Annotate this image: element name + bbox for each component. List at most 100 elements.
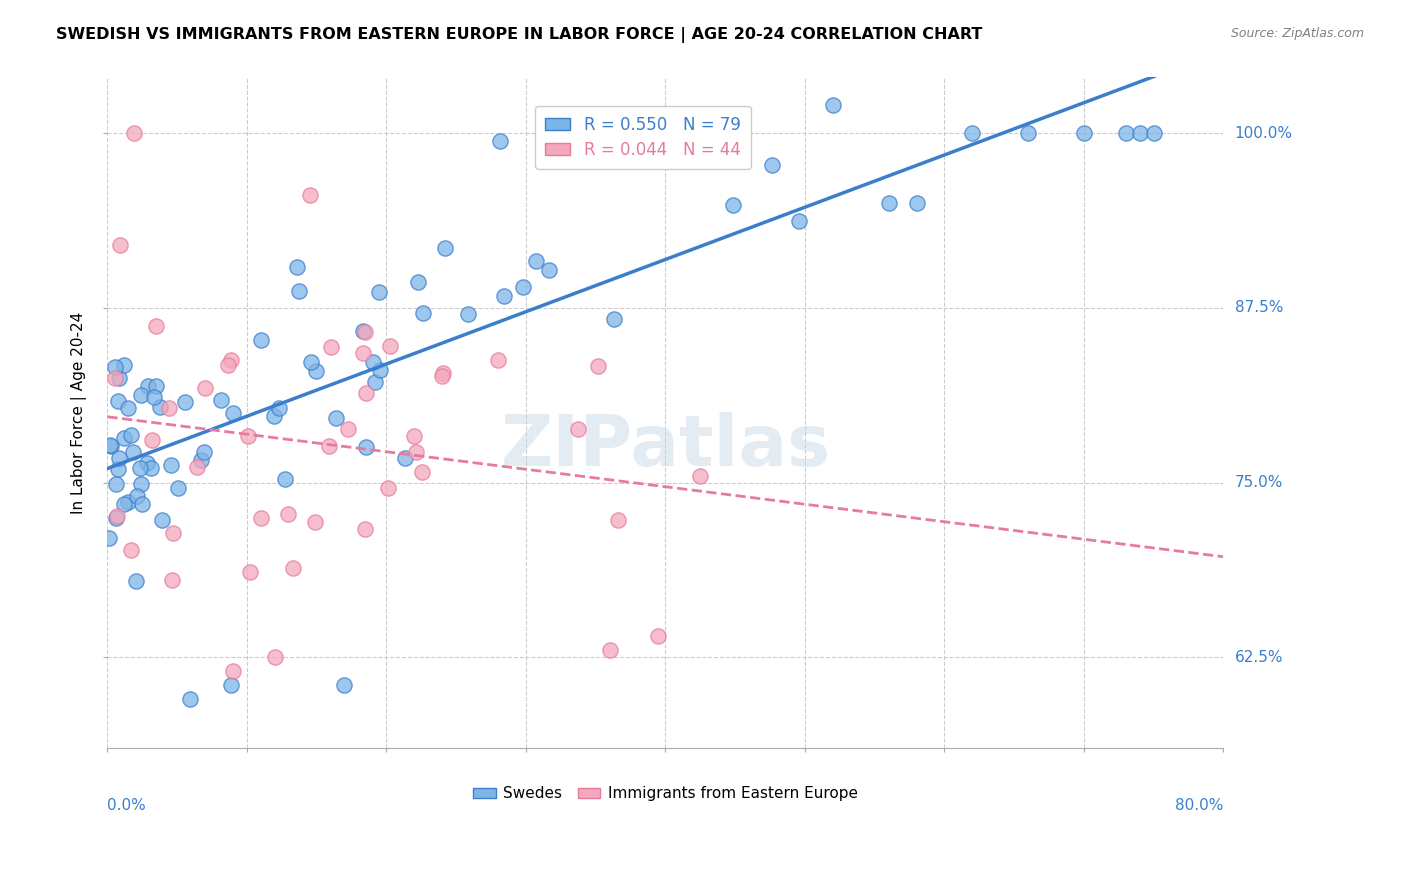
Swedes <box>121 445 143 459</box>
Swedes <box>150 513 173 527</box>
Swedes <box>962 126 984 140</box>
Immigrants from Eastern Europe <box>354 325 377 339</box>
Swedes <box>299 355 322 369</box>
Immigrants from Eastern Europe <box>186 460 208 475</box>
Immigrants from Eastern Europe <box>124 126 146 140</box>
Immigrants from Eastern Europe <box>239 565 262 579</box>
Swedes <box>1143 126 1166 140</box>
Swedes <box>524 254 547 268</box>
Immigrants from Eastern Europe <box>606 513 628 527</box>
Swedes <box>174 395 197 409</box>
Swedes <box>121 428 143 442</box>
Text: Source: ZipAtlas.com: Source: ZipAtlas.com <box>1230 27 1364 40</box>
Immigrants from Eastern Europe <box>319 340 342 354</box>
Swedes <box>361 355 384 369</box>
Immigrants from Eastern Europe <box>486 352 509 367</box>
Immigrants from Eastern Europe <box>318 439 340 453</box>
Swedes <box>332 678 354 692</box>
Swedes <box>219 678 242 692</box>
Swedes <box>166 482 188 496</box>
Swedes <box>105 510 128 524</box>
Text: 87.5%: 87.5% <box>1234 301 1282 316</box>
Immigrants from Eastern Europe <box>432 366 454 380</box>
Immigrants from Eastern Europe <box>120 542 142 557</box>
Swedes <box>179 692 201 706</box>
Immigrants from Eastern Europe <box>162 525 184 540</box>
Swedes <box>602 312 624 326</box>
Legend: Swedes, Immigrants from Eastern Europe: Swedes, Immigrants from Eastern Europe <box>467 780 865 807</box>
Immigrants from Eastern Europe <box>411 465 433 479</box>
Immigrants from Eastern Europe <box>586 359 609 374</box>
Swedes <box>325 411 347 425</box>
Swedes <box>117 401 139 415</box>
Immigrants from Eastern Europe <box>304 515 326 529</box>
Immigrants from Eastern Europe <box>352 346 374 360</box>
Immigrants from Eastern Europe <box>263 650 285 665</box>
Swedes <box>1017 126 1039 140</box>
Swedes <box>112 358 135 372</box>
Immigrants from Eastern Europe <box>108 238 131 252</box>
Immigrants from Eastern Europe <box>647 629 669 643</box>
Immigrants from Eastern Europe <box>219 352 242 367</box>
Swedes <box>190 453 212 467</box>
Swedes <box>135 456 157 470</box>
Swedes <box>761 158 783 172</box>
Text: ZIPatlas: ZIPatlas <box>501 412 831 481</box>
Swedes <box>136 379 159 393</box>
Text: 62.5%: 62.5% <box>1234 649 1284 665</box>
Immigrants from Eastern Europe <box>236 429 259 443</box>
Swedes <box>434 241 457 255</box>
Swedes <box>457 307 479 321</box>
Immigrants from Eastern Europe <box>157 401 180 415</box>
Swedes <box>269 401 291 415</box>
Immigrants from Eastern Europe <box>145 319 167 334</box>
Swedes <box>723 198 745 212</box>
Immigrants from Eastern Europe <box>194 381 217 395</box>
Swedes <box>107 394 129 409</box>
Swedes <box>131 497 153 511</box>
Swedes <box>107 450 129 465</box>
Immigrants from Eastern Europe <box>432 368 454 383</box>
Swedes <box>129 477 152 491</box>
Swedes <box>877 196 900 211</box>
Swedes <box>274 472 297 486</box>
Swedes <box>1115 126 1137 140</box>
Immigrants from Eastern Europe <box>283 561 305 575</box>
Text: 75.0%: 75.0% <box>1234 475 1282 490</box>
Swedes <box>209 392 232 407</box>
Swedes <box>222 406 245 420</box>
Swedes <box>142 390 165 404</box>
Immigrants from Eastern Europe <box>277 507 299 521</box>
Swedes <box>97 531 120 545</box>
Swedes <box>406 275 429 289</box>
Swedes <box>789 214 811 228</box>
Text: SWEDISH VS IMMIGRANTS FROM EASTERN EUROPE IN LABOR FORCE | AGE 20-24 CORRELATION: SWEDISH VS IMMIGRANTS FROM EASTERN EUROP… <box>56 27 983 43</box>
Immigrants from Eastern Europe <box>160 574 183 588</box>
Swedes <box>1073 126 1095 140</box>
Swedes <box>512 280 534 294</box>
Swedes <box>129 461 152 475</box>
Swedes <box>288 285 311 299</box>
Immigrants from Eastern Europe <box>217 358 239 372</box>
Swedes <box>538 263 561 277</box>
Swedes <box>104 359 127 374</box>
Swedes <box>364 376 387 390</box>
Immigrants from Eastern Europe <box>298 187 321 202</box>
Text: 80.0%: 80.0% <box>1175 798 1223 814</box>
Immigrants from Eastern Europe <box>141 434 163 448</box>
Swedes <box>263 409 285 423</box>
Immigrants from Eastern Europe <box>404 429 426 443</box>
Swedes <box>108 371 131 385</box>
Immigrants from Eastern Europe <box>337 422 360 436</box>
Swedes <box>105 477 128 491</box>
Swedes <box>160 458 183 473</box>
Swedes <box>145 379 167 393</box>
Swedes <box>125 489 148 503</box>
Swedes <box>492 289 515 303</box>
Swedes <box>250 333 273 347</box>
Swedes <box>141 461 163 475</box>
Swedes <box>368 363 391 377</box>
Immigrants from Eastern Europe <box>354 386 377 401</box>
Swedes <box>352 324 374 338</box>
Swedes <box>821 98 844 112</box>
